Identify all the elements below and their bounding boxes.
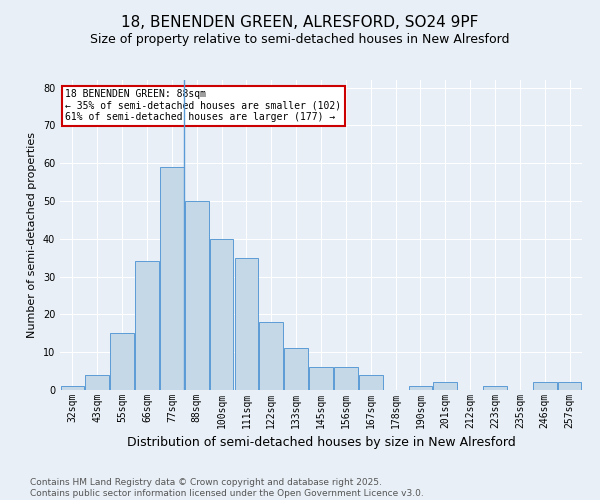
Bar [558, 382, 581, 390]
Bar [61, 386, 84, 390]
Y-axis label: Number of semi-detached properties: Number of semi-detached properties [27, 132, 37, 338]
Bar [110, 334, 134, 390]
X-axis label: Distribution of semi-detached houses by size in New Alresford: Distribution of semi-detached houses by … [127, 436, 515, 450]
Bar [210, 239, 233, 390]
Bar [309, 368, 333, 390]
Bar [135, 262, 159, 390]
Text: Contains HM Land Registry data © Crown copyright and database right 2025.
Contai: Contains HM Land Registry data © Crown c… [30, 478, 424, 498]
Bar [409, 386, 432, 390]
Bar [533, 382, 557, 390]
Bar [259, 322, 283, 390]
Text: Size of property relative to semi-detached houses in New Alresford: Size of property relative to semi-detach… [90, 32, 510, 46]
Bar [85, 375, 109, 390]
Text: 18 BENENDEN GREEN: 88sqm
← 35% of semi-detached houses are smaller (102)
61% of : 18 BENENDEN GREEN: 88sqm ← 35% of semi-d… [65, 90, 341, 122]
Bar [433, 382, 457, 390]
Bar [359, 375, 383, 390]
Bar [235, 258, 258, 390]
Bar [284, 348, 308, 390]
Text: 18, BENENDEN GREEN, ALRESFORD, SO24 9PF: 18, BENENDEN GREEN, ALRESFORD, SO24 9PF [121, 15, 479, 30]
Bar [160, 167, 184, 390]
Bar [185, 201, 209, 390]
Bar [334, 368, 358, 390]
Bar [483, 386, 507, 390]
